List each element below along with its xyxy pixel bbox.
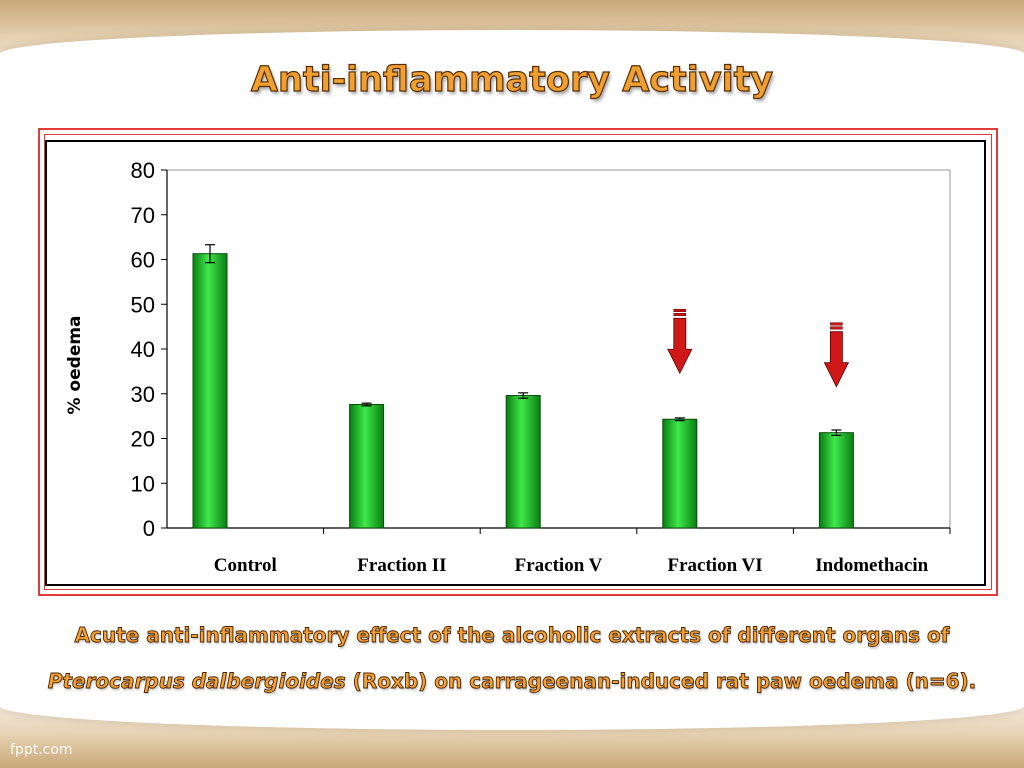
- y-tick-label: 60: [131, 248, 155, 273]
- y-tick-label: 50: [131, 292, 155, 317]
- bar-fraction-ii: [349, 403, 385, 529]
- caption-species-name: Pterocarpus dalbergioides: [47, 669, 346, 694]
- x-tick-label: Fraction V: [515, 555, 603, 576]
- bar-fraction-v: [505, 395, 541, 529]
- y-axis-label: % oedema: [65, 315, 85, 414]
- bar-fraction-vi: [662, 418, 698, 529]
- down-arrow-icon: [667, 309, 693, 375]
- y-tick-label: 10: [131, 471, 155, 496]
- x-tick-label: Control: [214, 555, 277, 576]
- x-tick-label: Fraction VI: [668, 555, 763, 576]
- chart-frame-outer: [38, 128, 998, 596]
- y-tick-label: 20: [131, 427, 155, 452]
- chart-frame-inner: [44, 134, 992, 590]
- caption-text-end: (Roxb) on carrageenan-induced rat paw oe…: [345, 669, 977, 694]
- y-tick-label: 30: [131, 382, 155, 407]
- y-tick-label: 40: [131, 337, 155, 362]
- slide-title: Anti-inflammatory Activity: [250, 59, 774, 100]
- y-tick-label: 80: [131, 158, 155, 183]
- x-tick-label: Fraction II: [357, 555, 446, 576]
- bar-chart: 0 10 20 30 40 50 60 70 80 Control Fraction II Fract…: [65, 158, 951, 576]
- caption-text-start: Acute anti-inflammatory effect of the al…: [74, 623, 950, 648]
- y-tick-label: 70: [131, 203, 155, 228]
- bar-indomethacin: [818, 432, 854, 529]
- down-arrow-icon: [823, 322, 850, 388]
- x-tick-label: Indomethacin: [815, 555, 928, 576]
- bar-control: [192, 253, 228, 529]
- y-tick-label: 0: [143, 516, 155, 541]
- watermark: fppt.com: [10, 742, 73, 758]
- figure-caption: Acute anti-inflammatory effect of the al…: [40, 612, 984, 704]
